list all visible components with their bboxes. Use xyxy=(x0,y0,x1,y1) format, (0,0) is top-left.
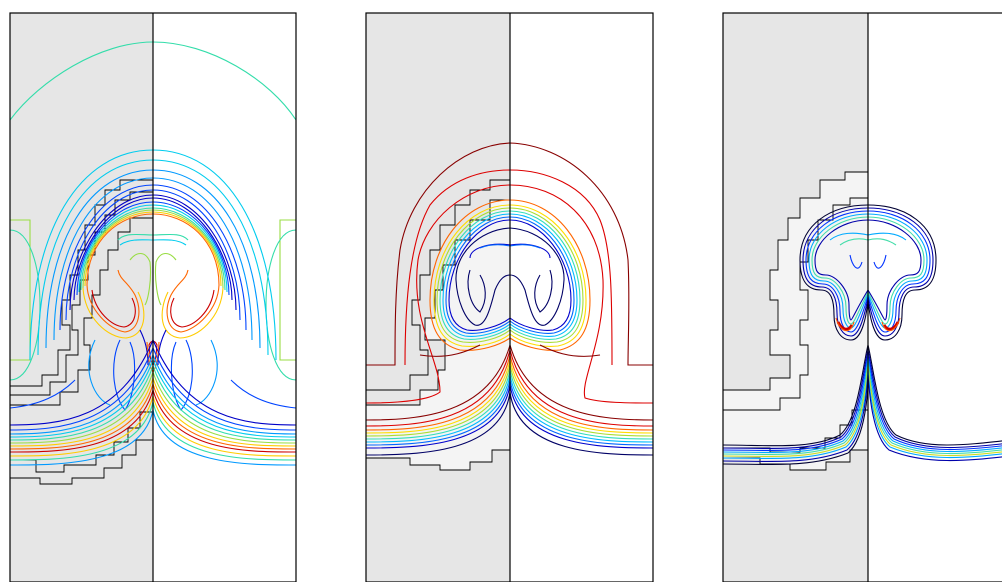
contour-line xyxy=(467,269,486,313)
contour-line xyxy=(439,210,581,340)
mesh-level-boundary xyxy=(10,191,153,396)
contour-line xyxy=(170,289,215,328)
contour-line xyxy=(10,379,76,409)
contour-line xyxy=(230,379,296,409)
panel-c-frame xyxy=(722,12,1002,582)
contour-line xyxy=(873,254,887,269)
contour-line xyxy=(882,321,900,331)
mesh-level-boundary xyxy=(10,411,153,473)
contour-line xyxy=(802,207,934,337)
contour-line xyxy=(154,252,177,306)
contour-line xyxy=(86,269,140,333)
panel-b-frame xyxy=(365,12,654,582)
contour-line xyxy=(534,269,553,313)
contour-line xyxy=(10,219,31,361)
refined-region xyxy=(10,13,153,582)
panel-c xyxy=(723,13,1002,582)
contour-line xyxy=(161,287,224,339)
contour-line xyxy=(799,204,937,341)
panel-a-frame xyxy=(9,12,297,582)
contour-line xyxy=(723,379,869,466)
contour-line xyxy=(445,216,575,334)
contour-line xyxy=(836,321,854,331)
unrefined-region xyxy=(868,13,1002,582)
contour-line xyxy=(91,289,136,328)
mesh-level-boundary xyxy=(723,197,868,411)
contour-line xyxy=(166,269,220,333)
panel-b xyxy=(366,13,653,582)
contour-line xyxy=(139,329,149,366)
contour-line xyxy=(539,344,601,357)
mesh-level-boundary xyxy=(10,217,153,406)
contour-line xyxy=(835,317,855,332)
contour-line xyxy=(10,229,41,381)
contour-line xyxy=(433,204,587,347)
mesh-level-boundary xyxy=(10,179,153,387)
contour-line xyxy=(881,317,901,332)
contour-line xyxy=(279,219,296,361)
contour-line xyxy=(429,199,591,351)
panel-a xyxy=(10,13,296,582)
contour-line xyxy=(82,287,145,339)
contour-line xyxy=(448,219,572,331)
unrefined-region xyxy=(510,13,653,582)
contour-line xyxy=(811,216,925,325)
contour-line xyxy=(265,229,296,381)
contour-line xyxy=(814,219,922,321)
unrefined-region xyxy=(153,13,296,582)
inner-refined-region xyxy=(723,171,869,471)
contour-line xyxy=(455,227,565,326)
contour-line xyxy=(849,254,863,269)
contour-line xyxy=(419,344,481,357)
contour-line xyxy=(436,207,584,343)
contour-line xyxy=(442,213,578,337)
mesh-level-boundary xyxy=(10,439,153,485)
contour-line xyxy=(805,210,931,333)
contour-line xyxy=(129,252,152,306)
contour-line xyxy=(157,329,167,366)
mesh-level-boundary xyxy=(366,179,510,391)
